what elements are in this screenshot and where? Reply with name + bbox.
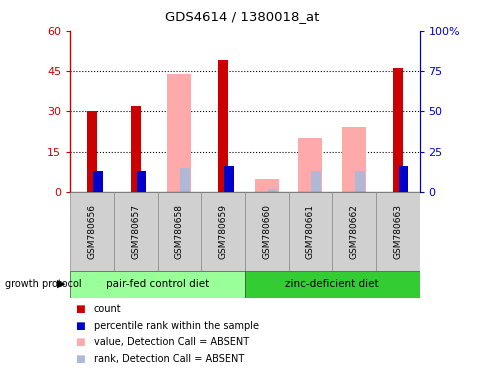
Bar [93,171,103,192]
Bar [114,192,157,271]
Text: GSM780662: GSM780662 [349,204,358,259]
Bar [375,192,419,271]
Bar [167,74,191,192]
Bar [288,192,332,271]
Bar [244,192,288,271]
Text: GSM780656: GSM780656 [88,204,96,259]
Bar [398,166,408,192]
Text: GSM780659: GSM780659 [218,204,227,259]
Text: ■: ■ [75,337,85,347]
Bar [254,179,278,192]
Text: GDS4614 / 1380018_at: GDS4614 / 1380018_at [165,10,319,23]
Text: ■: ■ [75,354,85,364]
Text: GSM780660: GSM780660 [262,204,271,259]
Text: ■: ■ [75,304,85,314]
Text: pair-fed control diet: pair-fed control diet [106,279,209,289]
Bar [87,111,97,192]
Bar [131,106,140,192]
Bar [70,271,244,298]
Bar [224,166,233,192]
Text: ■: ■ [75,321,85,331]
Bar [298,138,322,192]
Bar [157,192,201,271]
Bar [70,192,114,271]
Bar [244,271,419,298]
Text: zinc-deficient diet: zinc-deficient diet [285,279,378,289]
Text: count: count [93,304,121,314]
Text: rank, Detection Call = ABSENT: rank, Detection Call = ABSENT [93,354,243,364]
Bar [311,171,320,192]
Bar [180,168,190,192]
Bar [136,171,146,192]
Bar [341,127,365,192]
Bar [354,171,364,192]
Bar [201,192,244,271]
Text: growth protocol: growth protocol [5,279,81,289]
Bar [267,189,277,192]
Bar [332,192,375,271]
Bar [398,166,408,192]
Text: value, Detection Call = ABSENT: value, Detection Call = ABSENT [93,337,248,347]
Text: GSM780658: GSM780658 [175,204,183,259]
Bar [224,166,233,192]
Bar [392,68,402,192]
Text: ▶: ▶ [57,279,65,289]
Text: GSM780663: GSM780663 [393,204,401,259]
Text: percentile rank within the sample: percentile rank within the sample [93,321,258,331]
Text: GSM780661: GSM780661 [305,204,314,259]
Text: GSM780657: GSM780657 [131,204,140,259]
Bar [218,60,227,192]
